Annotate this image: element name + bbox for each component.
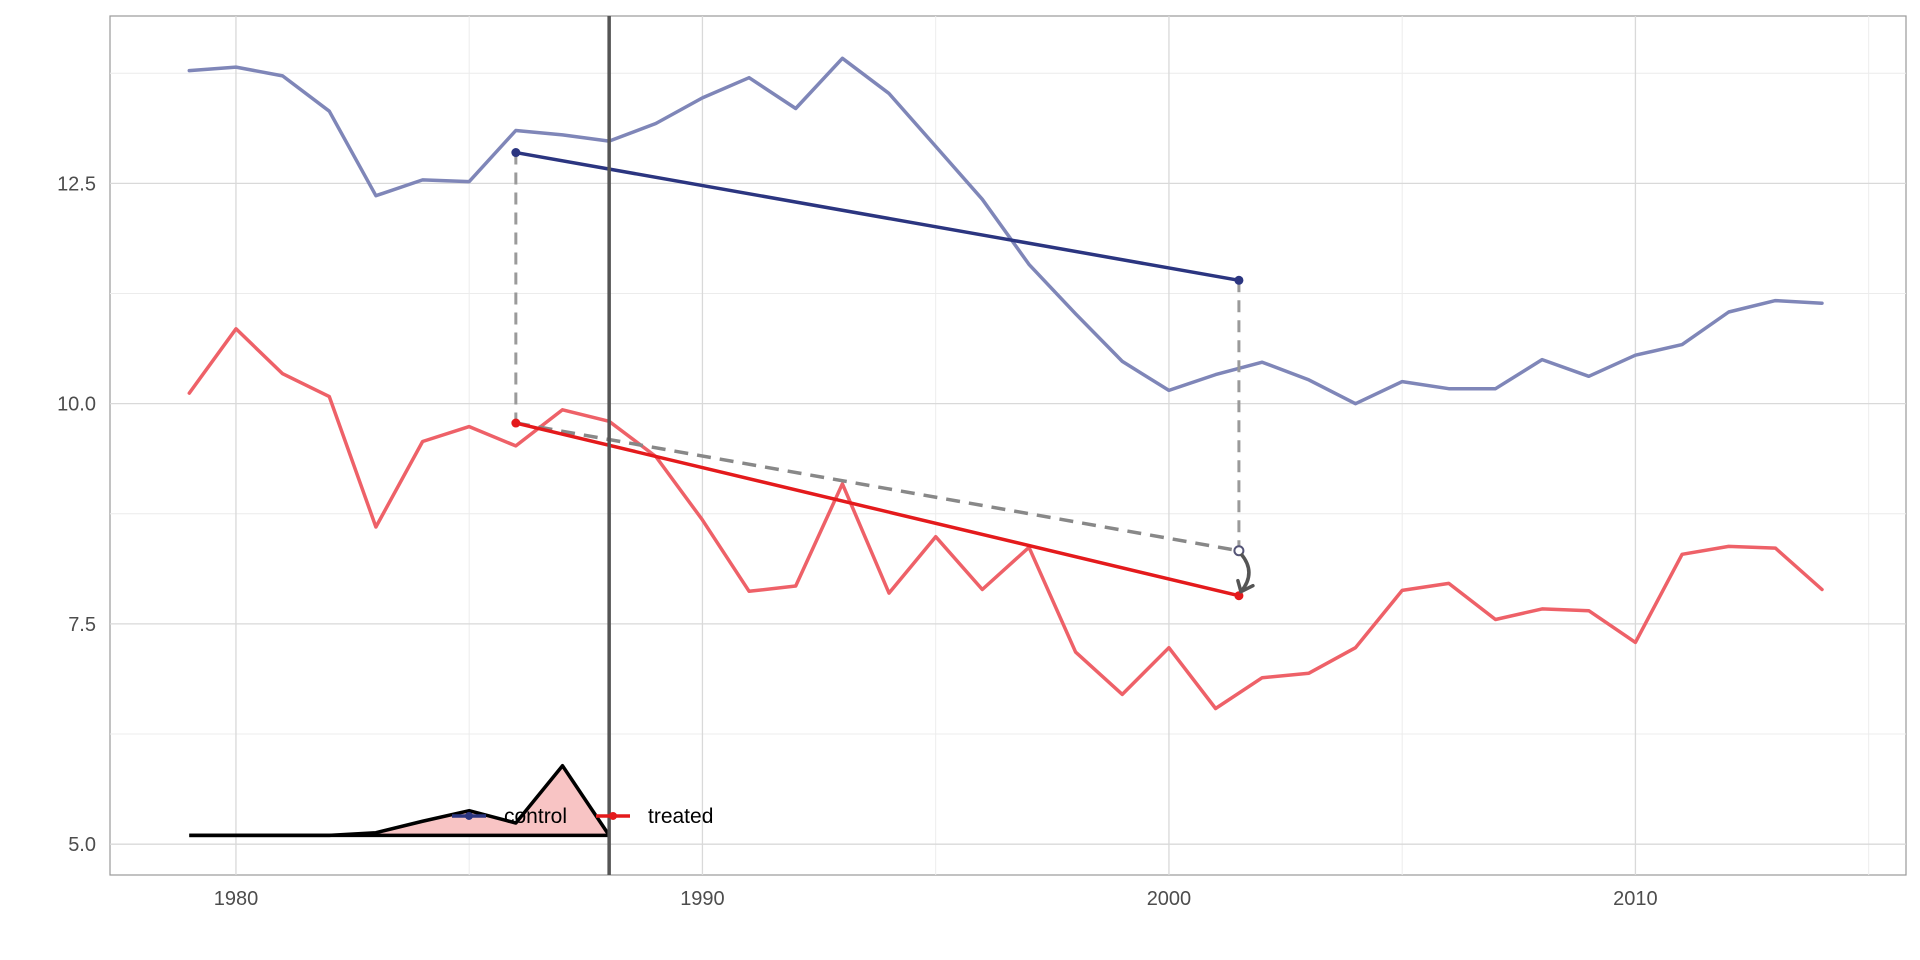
counterfactual-trend-line [515, 421, 1240, 553]
legend: control treated [452, 805, 713, 828]
did-annotation [511, 148, 1255, 601]
treated-pre-point [511, 418, 521, 428]
minor-gridlines [110, 16, 1906, 875]
y-tick-label: 7.5 [68, 614, 96, 636]
x-tick-label: 2000 [1147, 888, 1192, 910]
y-tick-label: 12.5 [57, 173, 96, 195]
x-tick-label: 2010 [1613, 888, 1658, 910]
plot-panel-border [109, 15, 1907, 876]
effect-curved-arrow [1239, 552, 1251, 593]
series-line-control [187, 56, 1824, 406]
x-tick-label: 1990 [680, 888, 725, 910]
series-lines [187, 56, 1824, 711]
control-pre-point [511, 148, 521, 158]
y-tick-label: 5.0 [68, 834, 96, 856]
series-line-treated [187, 327, 1824, 711]
x-tick-label: 1980 [214, 888, 259, 910]
axis-tick-labels: 5.0 7.5 10.0 12.5 1980 1990 2000 2010 [57, 173, 1658, 910]
legend-label-treated: treated [648, 805, 713, 828]
legend-key-point-treated [609, 811, 617, 820]
control-post-point [1234, 275, 1244, 285]
y-tick-label: 10.0 [57, 394, 96, 416]
treated-trend-line [515, 421, 1240, 598]
counterfactual-post-point [1233, 545, 1245, 557]
legend-label-control: control [504, 805, 567, 828]
weights-inset [189, 764, 611, 838]
treated-post-point [1234, 591, 1244, 601]
effect-arrow-head [1236, 578, 1255, 594]
control-trend-line [515, 150, 1240, 283]
legend-key-point-control [465, 811, 473, 820]
